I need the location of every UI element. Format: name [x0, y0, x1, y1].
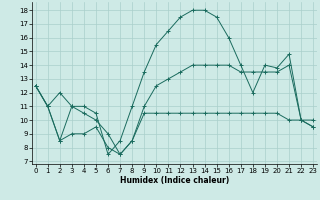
X-axis label: Humidex (Indice chaleur): Humidex (Indice chaleur)	[120, 176, 229, 185]
